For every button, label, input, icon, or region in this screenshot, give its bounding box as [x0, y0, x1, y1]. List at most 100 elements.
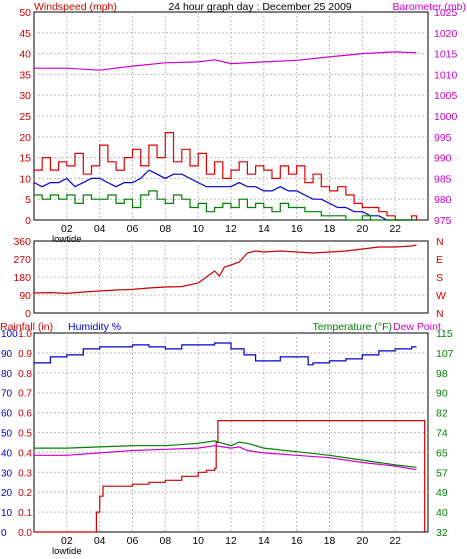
humidity-tick-label: 60 [1, 409, 13, 420]
x-tick-label: 06 [127, 223, 139, 235]
rainfall-axis-label: Rainfall (in) [0, 321, 53, 333]
temperature-tick-label: 98 [436, 368, 448, 380]
series-dew-line [34, 445, 417, 471]
direction-tick-label: 90 [19, 290, 31, 302]
series-low-line [34, 190, 417, 221]
barometer-axis-label: Barometer (mb) [392, 1, 466, 13]
temperature-tick-label: 90 [436, 388, 448, 400]
direction-tick-label: 360 [13, 236, 31, 248]
rainfall-tick-label: 0.6 [18, 409, 32, 420]
x-tick-label: 04 [94, 223, 106, 235]
barometer-tick-label: 995 [434, 132, 452, 144]
compass-tick-label: S [436, 272, 443, 284]
temperature-tick-label: 57 [436, 467, 448, 479]
rainfall-tick-label: 0.0 [18, 528, 32, 539]
temperature-tick-label: 40 [436, 507, 448, 519]
barometer-tick-label: 1005 [434, 90, 458, 102]
temperature-tick-label: 32 [436, 527, 448, 539]
direction-tick-label: 270 [13, 254, 31, 266]
humidity-tick-label: 100 [1, 329, 18, 340]
x-tick-label: 10 [192, 223, 204, 235]
barometer-tick-label: 1000 [434, 111, 458, 123]
series-gust-line [34, 132, 418, 221]
humidity-axis-label: Humidity % [68, 321, 121, 333]
compass-tick-label: E [436, 254, 443, 266]
temperature-tick-label: 49 [436, 487, 448, 499]
windspeed-tick-label: 40 [19, 49, 31, 61]
rainfall-tick-label: 0.2 [18, 488, 32, 499]
series-hum-line [34, 342, 417, 366]
x-sublabel: lowtide [52, 234, 82, 245]
x-tick-label: 20 [356, 223, 368, 235]
chart-title: 24 hour graph day : December 25 2009 [168, 1, 351, 13]
temperature-tick-label: 115 [436, 328, 453, 340]
rainfall-tick-label: 1.0 [18, 329, 32, 340]
windspeed-tick-label: 30 [19, 90, 31, 102]
series-temp-line [34, 440, 417, 468]
humidity-tick-label: 0 [1, 528, 7, 539]
x-tick-label: 12 [225, 223, 237, 235]
temperature-axis-label: Temperature (°F) [313, 321, 392, 333]
x-tick-label: 18 [324, 535, 336, 547]
rainfall-tick-label: 0.4 [18, 448, 32, 459]
barometer-tick-label: 1025 [434, 7, 458, 19]
rainfall-tick-label: 0.5 [18, 429, 32, 440]
windspeed-tick-label: 45 [19, 28, 31, 40]
rainfall-tick-label: 0.7 [18, 389, 32, 400]
compass-tick-label: N [436, 308, 444, 320]
barometer-tick-label: 980 [434, 194, 452, 206]
windspeed-tick-label: 35 [19, 69, 31, 81]
x-tick-label: 04 [94, 535, 106, 547]
rainfall-tick-label: 0.3 [18, 468, 32, 479]
x-tick-label: 22 [389, 223, 401, 235]
windspeed-tick-label: 25 [19, 111, 31, 123]
barometer-tick-label: 1010 [434, 69, 458, 81]
direction-tick-label: 180 [13, 272, 31, 284]
series-baro-line [34, 51, 417, 71]
x-tick-label: 08 [159, 223, 171, 235]
windspeed-tick-label: 10 [19, 173, 31, 185]
barometer-tick-label: 975 [434, 215, 452, 227]
barometer-tick-label: 985 [434, 173, 452, 185]
dewpoint-axis-label: Dew Point [393, 321, 441, 333]
windspeed-tick-label: 50 [19, 7, 31, 19]
x-tick-label: 06 [127, 535, 139, 547]
windspeed-axis-label: Windspeed (mph) [34, 1, 117, 13]
rainfall-tick-label: 0.9 [18, 349, 32, 360]
humidity-tick-label: 20 [1, 488, 13, 499]
series-direction-line [33, 244, 417, 295]
rainfall-tick-label: 0.1 [18, 508, 32, 519]
x-tick-label: 02 [61, 535, 73, 547]
x-tick-label: 14 [258, 223, 270, 235]
x-sublabel: lowtide [52, 546, 82, 557]
x-tick-label: 10 [192, 535, 204, 547]
x-tick-label: 14 [258, 535, 270, 547]
compass-tick-label: W [436, 290, 446, 302]
x-tick-label: 12 [225, 535, 237, 547]
humidity-tick-label: 70 [1, 389, 13, 400]
humidity-tick-label: 80 [1, 369, 13, 380]
x-tick-label: 22 [389, 535, 401, 547]
windspeed-tick-label: 20 [19, 132, 31, 144]
windspeed-tick-label: 15 [19, 153, 31, 165]
windspeed-tick-label: 5 [25, 194, 31, 206]
x-tick-label: 08 [159, 535, 171, 547]
windspeed-tick-label: 0 [25, 215, 31, 227]
x-tick-label: 20 [356, 535, 368, 547]
barometer-tick-label: 990 [434, 153, 452, 165]
humidity-tick-label: 10 [1, 508, 13, 519]
humidity-tick-label: 90 [1, 349, 13, 360]
temperature-tick-label: 74 [436, 428, 448, 440]
compass-tick-label: N [436, 236, 444, 248]
x-tick-label: 02 [61, 223, 73, 235]
x-tick-label: 18 [324, 223, 336, 235]
x-tick-label: 16 [291, 535, 303, 547]
temperature-tick-label: 107 [436, 348, 454, 360]
barometer-tick-label: 1020 [434, 28, 458, 40]
barometer-tick-label: 1015 [434, 49, 458, 61]
direction-tick-label: 0 [25, 308, 31, 320]
temperature-tick-label: 82 [436, 408, 448, 420]
series-avg-line [33, 169, 417, 221]
